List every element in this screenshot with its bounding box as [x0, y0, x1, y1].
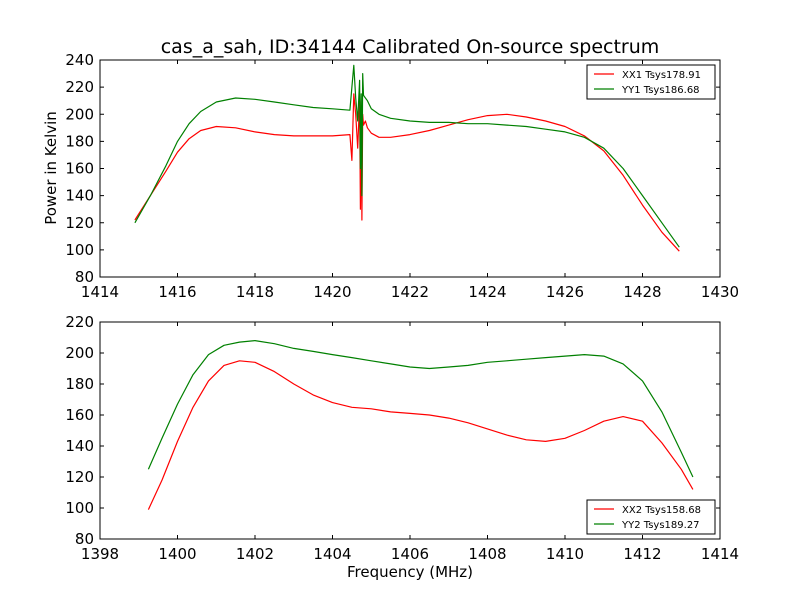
y-tick-label: 240	[65, 51, 94, 69]
x-tick-label: 1402	[236, 545, 274, 563]
x-tick-label: 1426	[546, 283, 584, 301]
y-tick-label: 160	[65, 160, 94, 178]
x-tick-label: 1422	[391, 283, 429, 301]
legend-label: XX1 Tsys178.91	[622, 70, 701, 81]
series-line-yy1	[134, 64, 680, 248]
x-tick-label: 1416	[158, 283, 196, 301]
series-line-yy2	[147, 340, 694, 478]
y-tick-label: 100	[65, 241, 94, 259]
series-line-xx2	[147, 360, 694, 510]
y-tick-label: 80	[75, 530, 94, 548]
y-tick-label: 160	[65, 406, 94, 424]
x-tick-label: 1410	[546, 545, 584, 563]
series-line-xx1	[134, 93, 680, 252]
x-tick-label: 1420	[313, 283, 351, 301]
legend-label: YY2 Tsys189.27	[621, 520, 700, 531]
x-tick-label: 1412	[623, 545, 661, 563]
x-tick-label: 1408	[468, 545, 506, 563]
y-tick-label: 120	[65, 214, 94, 232]
y-tick-label: 100	[65, 499, 94, 517]
x-tick-label: 1414	[701, 545, 739, 563]
legend: XX2 Tsys158.68 YY2 Tsys189.27	[586, 499, 716, 535]
x-tick-label: 1414	[81, 283, 119, 301]
x-tick-label: 1404	[313, 545, 351, 563]
x-tick-label: 1398	[81, 545, 119, 563]
y-tick-label: 200	[65, 344, 94, 362]
x-tick-label: 1406	[391, 545, 429, 563]
y-tick-label: 220	[65, 78, 94, 96]
x-tick-label: 1418	[236, 283, 274, 301]
x-axis-title: Frequency (MHz)	[347, 563, 473, 581]
chart-title: cas_a_sah, ID:34144 Calibrated On-source…	[161, 36, 660, 58]
y-tick-label: 200	[65, 105, 94, 123]
legend-box	[586, 499, 716, 535]
legend-label: XX2 Tsys158.68	[622, 505, 701, 516]
y-tick-label: 140	[65, 187, 94, 205]
series-lines	[134, 64, 680, 252]
legend: XX1 Tsys178.91 YY1 Tsys186.68	[586, 64, 716, 100]
y-tick-label: 220	[65, 313, 94, 331]
bottom-panel: 1398 1400 1402 1404 1406 1408 1410 1412 1414 80 10…	[65, 313, 739, 563]
y-tick-label: 120	[65, 468, 94, 486]
legend-label: YY1 Tsys186.68	[621, 85, 700, 96]
x-tick-label: 1430	[701, 283, 739, 301]
y-tick-label: 180	[65, 132, 94, 150]
top-panel: 1414 1416 1418 1420 1422 1424 1426 1428 1430 80 10…	[65, 51, 739, 301]
y-tick-label: 80	[75, 268, 94, 286]
series-lines	[147, 340, 694, 510]
x-tick-label: 1428	[623, 283, 661, 301]
x-tick-label: 1400	[158, 545, 196, 563]
legend-box	[586, 64, 716, 100]
y-tick-label: 140	[65, 437, 94, 455]
y-axis-title: Power in Kelvin	[42, 111, 60, 225]
x-tick-label: 1424	[468, 283, 506, 301]
y-tick-label: 180	[65, 375, 94, 393]
